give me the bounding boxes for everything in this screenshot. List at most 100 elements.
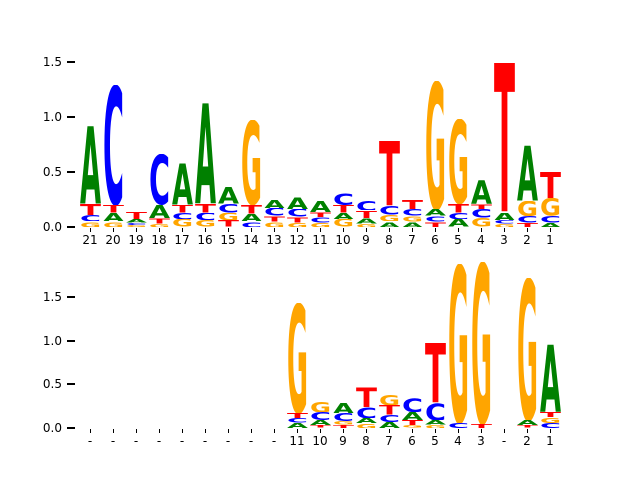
logo-letter-G: G xyxy=(195,220,216,227)
logo-letter-G: G xyxy=(287,303,308,413)
y-tick-label: 1.0 xyxy=(42,110,62,124)
logo-letter-glyph: G xyxy=(379,395,400,406)
logo-letter-C: C xyxy=(80,215,101,222)
x-tick-mark xyxy=(526,228,528,232)
logo-letter-C: C xyxy=(172,213,193,220)
x-tick-mark xyxy=(296,228,298,232)
x-tick-label: 8 xyxy=(362,434,370,448)
logo-letter-A: A xyxy=(218,187,239,204)
logo-letter-glyph: G xyxy=(287,223,308,227)
logo-letter-A: A xyxy=(356,418,377,423)
logo-letter-G: G xyxy=(333,421,354,425)
logo-letter-T: T xyxy=(517,425,538,428)
x-tick-label: 6 xyxy=(431,233,439,247)
x-tick-mark xyxy=(365,429,367,433)
logo-letter-G: G xyxy=(103,222,124,228)
logo-letter-glyph: T xyxy=(333,205,354,213)
logo-letter-glyph: A xyxy=(310,201,331,212)
x-tick-label: - xyxy=(271,434,277,448)
logo-letter-C: C xyxy=(402,209,423,216)
logo-letter-A: A xyxy=(356,218,377,224)
logo-letter-glyph: T xyxy=(218,220,239,227)
logo-letter-glyph: T xyxy=(425,222,446,228)
logo-letter-glyph: G xyxy=(218,213,239,221)
logo-letter-G: G xyxy=(471,262,492,424)
x-tick-mark xyxy=(112,228,114,232)
x-tick-label: 2 xyxy=(523,233,531,247)
logo-letter-T: T xyxy=(172,205,193,213)
logo-letter-G: G xyxy=(517,201,538,216)
x-tick-label: 4 xyxy=(454,434,462,448)
x-tick-label: 20 xyxy=(105,233,121,247)
x-tick-mark xyxy=(319,429,321,433)
logo-letter-glyph: T xyxy=(333,425,354,429)
logo-letter-T: T xyxy=(540,172,561,198)
logo-letter-glyph: G xyxy=(80,222,101,228)
x-tick-mark xyxy=(181,228,183,232)
logo-letter-glyph: G xyxy=(402,425,423,428)
x-tick-mark xyxy=(388,429,390,433)
logo-letter-T: T xyxy=(425,222,446,228)
x-tick-mark xyxy=(227,429,229,433)
logo-letter-glyph: A xyxy=(195,102,216,204)
logo-letter-T: T xyxy=(195,204,216,213)
logo-letter-A: A xyxy=(425,209,446,216)
logo-letter-A: A xyxy=(80,125,101,204)
logo-letter-glyph: C xyxy=(379,206,400,215)
x-tick-mark xyxy=(434,228,436,232)
logo-letter-glyph: C xyxy=(494,220,515,223)
logo-letter-glyph: T xyxy=(471,204,492,210)
logo-letter-T: T xyxy=(126,212,147,220)
logo-letter-glyph: G xyxy=(379,215,400,222)
y-tick-mark xyxy=(67,295,75,298)
x-tick-label: 17 xyxy=(174,233,190,247)
logo-letter-glyph: A xyxy=(448,219,469,227)
logo-letter-glyph: G xyxy=(425,425,446,429)
logo-letter-A: A xyxy=(333,403,354,414)
logo-letter-glyph: G xyxy=(333,421,354,425)
y-tick-mark xyxy=(67,171,75,173)
logo-letter-C: C xyxy=(241,222,262,228)
logo-letter-glyph: C xyxy=(425,216,446,222)
logo-letter-G: G xyxy=(425,81,446,210)
x-tick-label: 3 xyxy=(500,233,508,247)
x-tick-mark xyxy=(503,228,505,232)
logo-letter-glyph: G xyxy=(310,223,331,227)
logo-letter-T: T xyxy=(287,217,308,223)
logo-letter-glyph: A xyxy=(218,187,239,204)
x-tick-mark xyxy=(480,429,482,433)
x-tick-label: - xyxy=(133,434,139,448)
logo-letter-G: G xyxy=(149,224,170,227)
logo-letter-G: G xyxy=(448,119,469,204)
logo-letter-glyph: G xyxy=(448,119,469,204)
logo-letter-A: A xyxy=(540,223,561,227)
logo-letter-glyph: G xyxy=(540,418,561,423)
logo-letter-glyph: C xyxy=(333,193,354,205)
logo-letter-G: G xyxy=(241,120,262,205)
x-tick-mark xyxy=(365,228,367,232)
logo-letter-glyph: T xyxy=(172,205,193,213)
logo-letter-C: C xyxy=(310,217,331,223)
x-tick-mark xyxy=(457,429,459,433)
logo-letter-A: A xyxy=(103,213,124,222)
logo-letter-G: G xyxy=(540,418,561,423)
logo-letter-glyph: C xyxy=(310,217,331,223)
logo-letter-C: C xyxy=(540,216,561,223)
x-tick-label: 8 xyxy=(385,233,393,247)
logo-letter-glyph: C xyxy=(241,222,262,228)
logo-letter-T: T xyxy=(218,220,239,227)
x-tick-mark xyxy=(434,429,436,433)
logo-letter-glyph: G xyxy=(517,201,538,216)
x-tick-mark xyxy=(250,429,252,433)
logo-letter-T: T xyxy=(494,61,515,213)
x-tick-label: 5 xyxy=(431,434,439,448)
logo-letter-glyph: T xyxy=(126,212,147,220)
logo-letter-glyph: A xyxy=(402,412,423,420)
logo-letter-C: C xyxy=(218,204,239,213)
logo-letter-glyph: T xyxy=(310,425,331,428)
logo-letter-C: C xyxy=(195,213,216,221)
logo-letter-A: A xyxy=(425,420,446,424)
logo-letter-glyph: A xyxy=(149,205,170,218)
